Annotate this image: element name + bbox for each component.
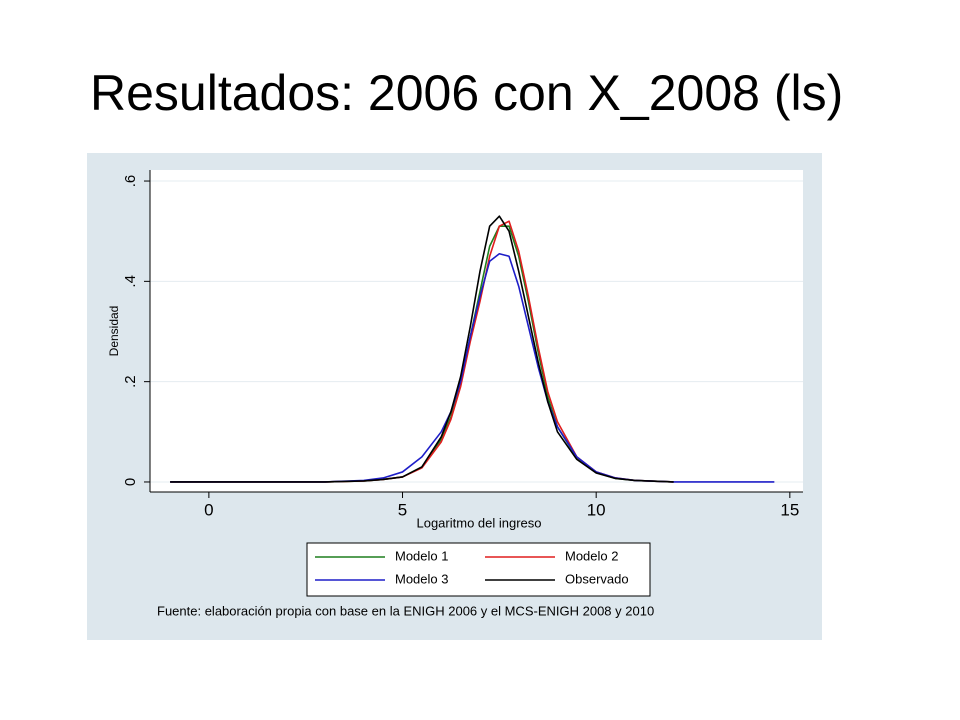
series-line xyxy=(170,215,674,483)
legend-label: Modelo 2 xyxy=(565,548,618,563)
y-tick-label: .4 xyxy=(122,275,139,288)
y-tick-label: .2 xyxy=(122,375,139,388)
x-tick-label: 5 xyxy=(398,500,407,519)
legend-label: Modelo 1 xyxy=(395,548,448,563)
legend-label: Observado xyxy=(565,571,629,586)
y-tick-label: .6 xyxy=(122,175,139,188)
y-axis-title: Densidad xyxy=(107,306,121,357)
legend-label: Modelo 3 xyxy=(395,571,448,586)
legend-box xyxy=(306,542,651,597)
x-tick-label: 0 xyxy=(204,500,213,519)
plot-area xyxy=(150,170,803,492)
x-tick-label: 15 xyxy=(780,500,799,519)
x-axis-title: Logaritmo del ingreso xyxy=(416,515,541,530)
x-tick-label: 10 xyxy=(587,500,606,519)
slide-title: Resultados: 2006 con X_2008 (ls) xyxy=(90,65,843,121)
y-tick-label: 0 xyxy=(122,478,139,486)
note: Fuente: elaboración propia con base en l… xyxy=(157,603,654,618)
